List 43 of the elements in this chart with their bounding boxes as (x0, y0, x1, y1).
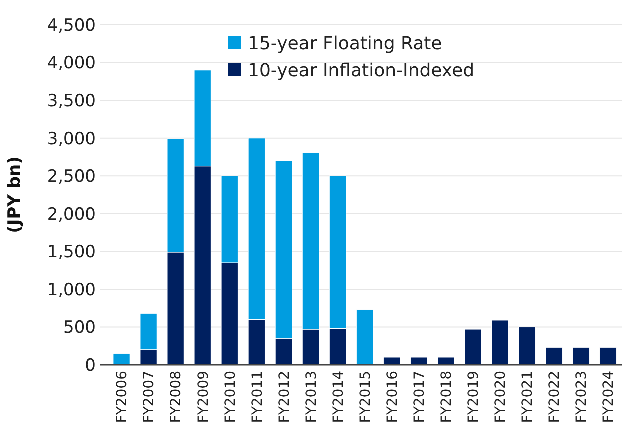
y-axis-title: (JPY bn) (5, 156, 25, 234)
x-tick-label: FY2013 (304, 371, 320, 424)
x-tick-label: FY2021 (520, 371, 536, 424)
x-tick-label: FY2009 (196, 371, 212, 424)
x-tick-label: FY2024 (601, 370, 618, 424)
x-tick-label: FY2017 (412, 371, 428, 424)
x-tick-label: FY2011 (250, 371, 266, 424)
y-tick-label: 500 (64, 318, 96, 338)
x-tick-label: FY2023 (574, 371, 590, 424)
x-tick-label: FY2015 (358, 371, 374, 424)
x-tick-label: FY2006 (114, 370, 131, 424)
y-tick-label: 4,500 (47, 16, 96, 36)
legend-label: 15-year Floating Rate (248, 33, 442, 54)
bar (518, 326, 536, 366)
bar (383, 357, 401, 366)
x-tick-label: FY2018 (438, 371, 455, 424)
bar (545, 347, 563, 366)
x-tick-label: FY2012 (276, 371, 293, 424)
y-tick-label: 4,000 (47, 54, 96, 74)
x-tick-label: FY2022 (547, 371, 564, 424)
x-tick-label: FY2020 (493, 371, 510, 424)
x-tick-label: FY2010 (222, 371, 239, 424)
bar (356, 310, 374, 366)
bar (572, 347, 590, 366)
y-tick-label: 0 (85, 356, 96, 376)
x-tick-label: FY2016 (384, 370, 401, 424)
x-tick-label: FY2008 (168, 371, 185, 424)
y-tick-label: 2,500 (47, 167, 96, 188)
y-tick-label: 1,000 (47, 280, 96, 300)
y-tick-label: 1,500 (47, 242, 96, 263)
bar (437, 357, 455, 366)
bar (464, 329, 482, 366)
x-tick-label: FY2014 (330, 370, 347, 424)
y-tick-label: 3,500 (47, 92, 96, 112)
y-tick-label: 3,000 (47, 129, 96, 150)
x-tick-label: FY2019 (466, 371, 482, 424)
bar (410, 357, 428, 366)
legend-label: 10-year Inflation-Indexed (248, 60, 475, 82)
bar (113, 353, 130, 366)
x-tick-label: FY2007 (142, 371, 158, 424)
bar (600, 347, 617, 366)
y-tick-label: 2,000 (47, 204, 96, 225)
bar (491, 320, 509, 366)
